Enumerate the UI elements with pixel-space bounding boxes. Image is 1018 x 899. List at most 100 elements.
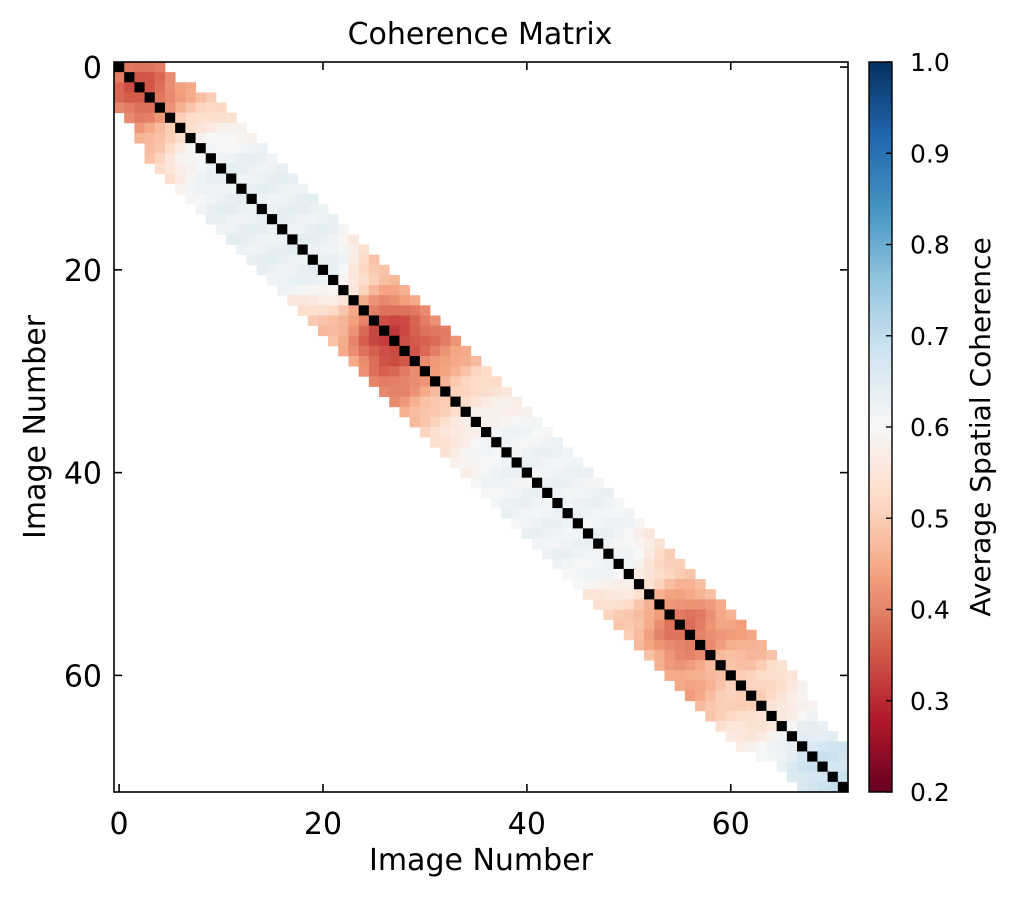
heatmap-cell [124, 72, 135, 83]
heatmap-cell [185, 82, 196, 93]
heatmap-cell [562, 477, 574, 489]
heatmap-cell [797, 761, 808, 773]
heatmap-cell [684, 660, 696, 671]
heatmap-cell [695, 609, 706, 621]
heatmap-cell [164, 143, 176, 154]
heatmap-cell [593, 589, 604, 600]
heatmap-cell [430, 335, 441, 347]
heatmap-cell [266, 193, 278, 205]
heatmap-cell [297, 224, 309, 235]
heatmap-cell [266, 173, 278, 185]
plot-frame [113, 61, 849, 793]
heatmap-cell [684, 629, 696, 641]
heatmap-cell [297, 285, 309, 296]
heatmap-cell [501, 457, 512, 468]
heatmap-cell [246, 214, 258, 225]
heatmap-cell [705, 619, 716, 631]
heatmap-cell [674, 670, 686, 681]
heatmap-cell [134, 62, 145, 73]
heatmap-cell [450, 416, 462, 428]
heatmap-cell [348, 244, 360, 256]
heatmap-cell [654, 609, 665, 621]
heatmap-cell [430, 315, 441, 327]
heatmap-cell [256, 254, 268, 266]
heatmap-cell [307, 264, 319, 276]
heatmap-cell [807, 700, 818, 712]
heatmap-cell [226, 153, 237, 164]
heatmap-cell [521, 508, 533, 519]
heatmap-cell [470, 376, 482, 387]
heatmap-cell [246, 244, 258, 256]
heatmap-cell [236, 143, 247, 154]
heatmap-cell [735, 731, 747, 742]
heatmap-cell [715, 680, 727, 692]
heatmap-cell [246, 203, 258, 215]
heatmap-cell [725, 731, 737, 742]
heatmap-cell [450, 447, 462, 458]
heatmap-cell [266, 254, 278, 266]
heatmap-cell [328, 315, 339, 327]
heatmap-cell [399, 305, 411, 316]
heatmap-cell [756, 670, 767, 681]
heatmap-cell [695, 660, 706, 671]
heatmap-cell [644, 528, 655, 539]
heatmap-cell [440, 366, 451, 377]
x-tick-label: 20 [304, 807, 342, 842]
heatmap-cell [644, 579, 655, 590]
heatmap-cell [256, 244, 268, 256]
heatmap-cell [430, 386, 441, 397]
heatmap-cell [348, 335, 360, 347]
heatmap-cell [705, 609, 716, 621]
heatmap-cell [695, 670, 706, 681]
heatmap-cell [185, 193, 196, 205]
heatmap-cell [644, 589, 655, 600]
heatmap-cell [542, 497, 553, 509]
heatmap-cell [542, 548, 553, 560]
heatmap-cell [358, 244, 370, 256]
heatmap-cell [389, 315, 400, 327]
heatmap-cell [440, 437, 451, 448]
heatmap-cell [735, 710, 747, 722]
heatmap-cell [389, 295, 400, 306]
heatmap-cell [348, 345, 360, 357]
heatmap-cell [430, 325, 441, 337]
heatmap-cell [633, 518, 645, 529]
heatmap-cell [521, 528, 533, 539]
heatmap-cell [195, 193, 207, 205]
heatmap-cell [725, 619, 737, 631]
heatmap-cell [338, 315, 349, 327]
heatmap-cell [348, 325, 360, 337]
heatmap-cell [236, 153, 247, 164]
heatmap-cell [633, 558, 645, 570]
heatmap-cell [491, 477, 502, 489]
heatmap-cell [307, 214, 319, 225]
heatmap-cell [430, 356, 441, 367]
heatmap-cell [786, 670, 798, 681]
heatmap-cell [399, 345, 411, 357]
heatmap-cell [797, 680, 808, 692]
heatmap-cell [603, 579, 614, 590]
heatmap-cell [582, 558, 594, 570]
heatmap-cell [256, 153, 268, 164]
heatmap-cell [215, 214, 227, 225]
heatmap-cell [623, 548, 635, 560]
heatmap-cell [144, 132, 156, 144]
heatmap-cell [684, 639, 696, 651]
heatmap-cell [399, 356, 411, 367]
heatmap-cell [491, 457, 502, 468]
heatmap-cell [134, 122, 145, 134]
heatmap-cell [164, 132, 176, 144]
heatmap-cell [481, 487, 492, 499]
heatmap-cell [154, 132, 166, 144]
y-tick-label: 20 [64, 254, 102, 289]
heatmap-cell [623, 629, 635, 641]
heatmap-cell [277, 234, 288, 245]
heatmap-cell [613, 508, 625, 519]
heatmap-cell [338, 274, 349, 286]
heatmap-cell [358, 335, 370, 347]
heatmap-cell [226, 112, 237, 124]
heatmap-cell [236, 122, 247, 134]
heatmap-cell [368, 325, 380, 337]
heatmap-cell [205, 122, 217, 134]
heatmap-cell [195, 143, 207, 154]
